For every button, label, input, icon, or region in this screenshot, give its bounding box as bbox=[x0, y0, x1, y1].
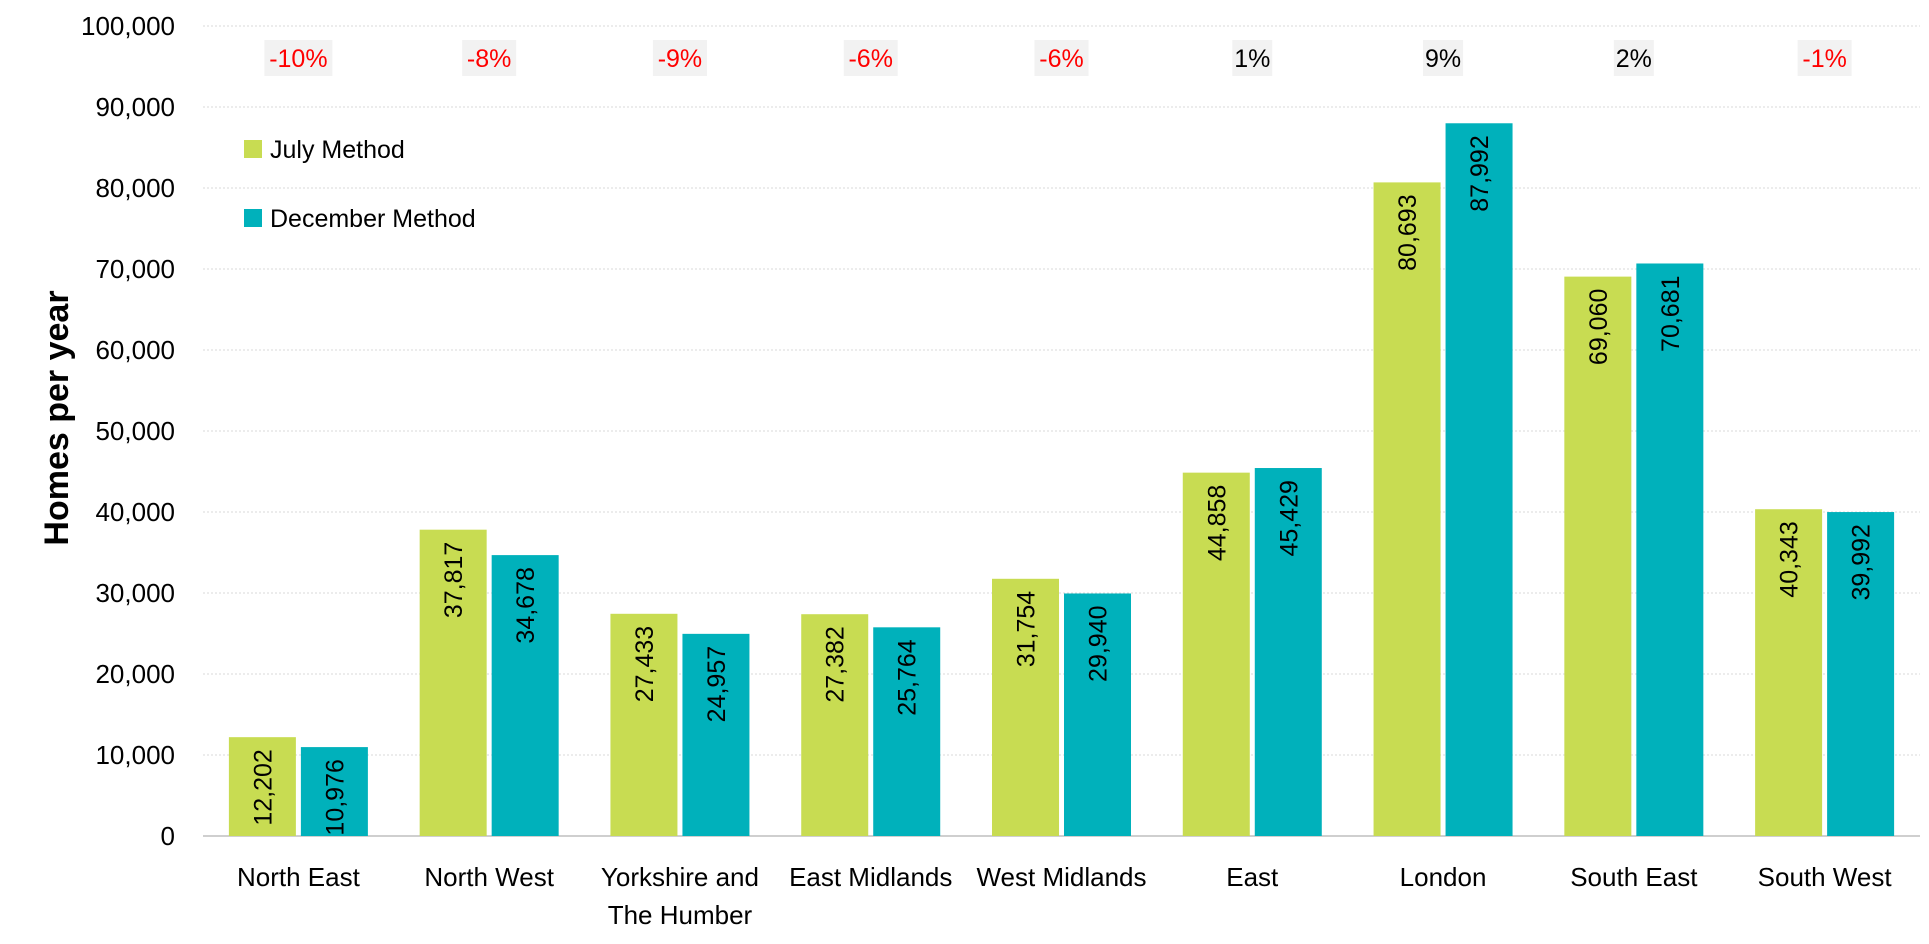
x-tick-label: North East bbox=[237, 862, 361, 892]
y-axis-title: Homes per year bbox=[38, 290, 76, 545]
x-tick-label: South East bbox=[1570, 862, 1698, 892]
change-label: -8% bbox=[467, 45, 511, 73]
bar-value-label: 27,382 bbox=[822, 626, 850, 702]
bar-july bbox=[992, 578, 1059, 836]
bar-december bbox=[1254, 468, 1322, 836]
bar-december bbox=[491, 555, 559, 836]
change-label: -6% bbox=[848, 45, 892, 73]
change-label-box bbox=[1613, 40, 1654, 76]
bar-july bbox=[610, 613, 678, 836]
y-tick-label: 30,000 bbox=[95, 578, 175, 608]
change-label-box bbox=[264, 40, 333, 76]
bar-july bbox=[419, 529, 487, 836]
x-tick-label: North West bbox=[424, 862, 554, 892]
change-label-box bbox=[843, 40, 898, 76]
bar-value-label: 27,433 bbox=[631, 626, 659, 702]
bar-july bbox=[1564, 276, 1632, 836]
bar-value-label: 37,817 bbox=[440, 542, 468, 618]
y-tick-label: 20,000 bbox=[95, 659, 175, 689]
y-tick-label: 0 bbox=[161, 821, 175, 851]
change-label: 2% bbox=[1616, 45, 1652, 73]
bar-december bbox=[1827, 512, 1895, 836]
bar-december bbox=[1636, 263, 1704, 836]
x-tick-label: East Midlands bbox=[789, 862, 952, 892]
y-tick-label: 60,000 bbox=[95, 335, 175, 365]
bar-july bbox=[1373, 182, 1441, 836]
bar-value-label: 34,678 bbox=[512, 567, 540, 643]
bar-value-label: 45,429 bbox=[1275, 480, 1303, 556]
y-tick-label: 40,000 bbox=[95, 497, 175, 527]
bar-value-label: 39,992 bbox=[1848, 524, 1876, 600]
change-label-box bbox=[1232, 40, 1273, 76]
bars: 12,202 10,976 37,817 34,678 27,433 24,957 27,3… bbox=[228, 123, 1895, 837]
bar-value-label: 44,858 bbox=[1203, 485, 1231, 561]
y-tick-label: 50,000 bbox=[95, 416, 175, 446]
bar-july bbox=[801, 614, 869, 836]
change-label: 1% bbox=[1234, 45, 1270, 73]
bar-value-label: 87,992 bbox=[1466, 135, 1494, 211]
bar-value-label: 10,976 bbox=[321, 759, 349, 835]
change-label-box bbox=[462, 40, 517, 76]
x-tick-label: South West bbox=[1758, 862, 1893, 892]
bar-december bbox=[873, 627, 941, 836]
change-label: -1% bbox=[1802, 45, 1846, 73]
y-tick-label: 100,000 bbox=[81, 11, 175, 41]
legend: July Method December Method bbox=[244, 136, 476, 233]
x-axis: North East North West Yorkshire and The Hum… bbox=[237, 862, 1892, 930]
change-label-box bbox=[1797, 40, 1852, 76]
change-annotations: -10% -8% -9% -6% -6% 1% 9% 2% -1% bbox=[264, 40, 1852, 76]
change-label: 9% bbox=[1425, 45, 1461, 73]
x-tick-label: East bbox=[1226, 862, 1279, 892]
change-label-box bbox=[1034, 40, 1089, 76]
bar-july bbox=[1755, 509, 1823, 836]
legend-label: December Method bbox=[270, 205, 476, 233]
bar-value-label: 69,060 bbox=[1585, 289, 1613, 365]
bar-value-label: 29,940 bbox=[1085, 605, 1113, 681]
legend-label: July Method bbox=[270, 136, 405, 164]
legend-swatch bbox=[244, 209, 262, 227]
x-tick-label: The Humber bbox=[608, 900, 753, 930]
bar-value-label: 31,754 bbox=[1013, 591, 1041, 668]
x-tick-label: West Midlands bbox=[976, 862, 1146, 892]
change-label-box bbox=[1423, 40, 1464, 76]
change-label: -6% bbox=[1039, 45, 1083, 73]
x-tick-label: Yorkshire and bbox=[601, 862, 759, 892]
bar-value-label: 12,202 bbox=[249, 749, 277, 825]
change-label: -9% bbox=[658, 45, 702, 73]
y-tick-label: 80,000 bbox=[95, 173, 175, 203]
y-tick-label: 90,000 bbox=[95, 92, 175, 122]
bar-december bbox=[1445, 123, 1513, 837]
bar-december bbox=[1064, 593, 1131, 836]
bar-december bbox=[682, 633, 750, 836]
legend-swatch bbox=[244, 140, 262, 158]
bar-value-label: 25,764 bbox=[894, 639, 922, 716]
bar-july bbox=[228, 737, 296, 836]
y-tick-label: 10,000 bbox=[95, 740, 175, 770]
change-label-box bbox=[652, 40, 707, 76]
bar-value-label: 40,343 bbox=[1776, 521, 1804, 597]
bar-value-label: 70,681 bbox=[1657, 275, 1685, 351]
y-axis: 0 10,000 20,000 30,000 40,000 50,000 60,000 70,… bbox=[81, 11, 1920, 851]
y-tick-label: 70,000 bbox=[95, 254, 175, 284]
bar-value-label: 24,957 bbox=[703, 646, 731, 722]
bar-value-label: 80,693 bbox=[1394, 194, 1422, 270]
bar-july bbox=[1182, 472, 1250, 836]
bar-december bbox=[300, 747, 368, 836]
change-label: -10% bbox=[269, 45, 327, 73]
x-tick-label: London bbox=[1400, 862, 1487, 892]
